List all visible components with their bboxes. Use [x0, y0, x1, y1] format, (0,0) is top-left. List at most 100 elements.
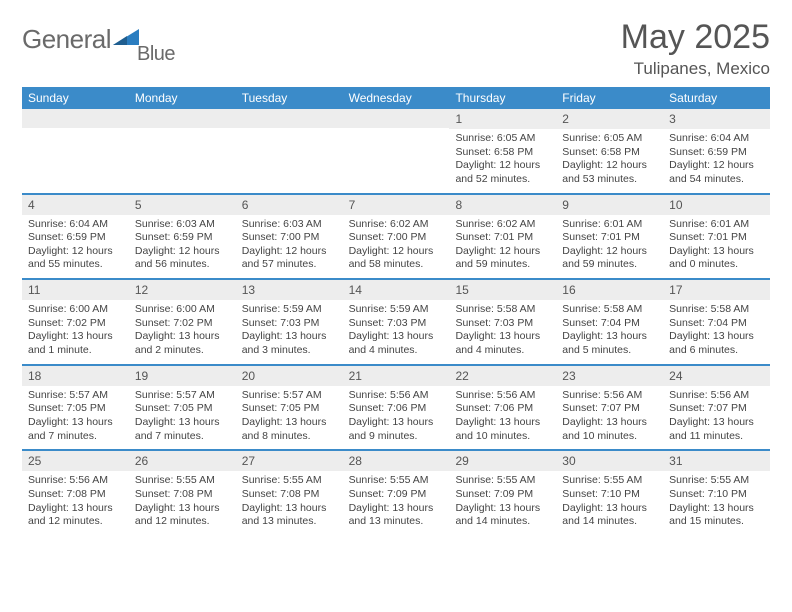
logo-text-1: General [22, 24, 111, 55]
sunset: Sunset: 7:00 PM [242, 231, 337, 245]
sunrise: Sunrise: 6:04 AM [669, 132, 764, 146]
daylight: Daylight: 13 hours and 11 minutes. [669, 416, 764, 443]
day-cell: 20Sunrise: 5:57 AMSunset: 7:05 PMDayligh… [236, 366, 343, 450]
day-number: 12 [129, 280, 236, 300]
daylight: Daylight: 13 hours and 6 minutes. [669, 330, 764, 357]
sunrise: Sunrise: 5:56 AM [562, 389, 657, 403]
daylight: Daylight: 12 hours and 55 minutes. [28, 245, 123, 272]
day-number [343, 109, 450, 128]
day-details: Sunrise: 5:57 AMSunset: 7:05 PMDaylight:… [236, 386, 343, 450]
sunrise: Sunrise: 5:55 AM [562, 474, 657, 488]
day-cell: 28Sunrise: 5:55 AMSunset: 7:09 PMDayligh… [343, 451, 450, 535]
sunset: Sunset: 6:58 PM [562, 146, 657, 160]
daylight: Daylight: 12 hours and 53 minutes. [562, 159, 657, 186]
day-cell: 17 Sunrise: 5:58 AMSunset: 7:04 PMDayligh… [663, 280, 770, 364]
sunset: Sunset: 7:06 PM [349, 402, 444, 416]
day-number [236, 109, 343, 128]
day-number: 28 [343, 451, 450, 471]
sunset: Sunset: 7:09 PM [455, 488, 550, 502]
daylight: Daylight: 13 hours and 15 minutes. [669, 502, 764, 529]
sunset: Sunset: 7:10 PM [669, 488, 764, 502]
daylight: Daylight: 13 hours and 3 minutes. [242, 330, 337, 357]
day-details: Sunrise: 5:59 AMSunset: 7:03 PMDaylight:… [343, 300, 450, 364]
daylight: Daylight: 13 hours and 10 minutes. [455, 416, 550, 443]
day-cell [343, 109, 450, 193]
sunset: Sunset: 7:01 PM [669, 231, 764, 245]
sunset: Sunset: 7:04 PM [669, 317, 764, 331]
title-block: May 2025 Tulipanes, Mexico [621, 18, 770, 79]
location: Tulipanes, Mexico [621, 59, 770, 79]
daylight: Daylight: 13 hours and 9 minutes. [349, 416, 444, 443]
sunrise: Sunrise: 5:55 AM [349, 474, 444, 488]
day-details: Sunrise: 5:59 AMSunset: 7:03 PMDaylight:… [236, 300, 343, 364]
sunrise: Sunrise: 6:05 AM [562, 132, 657, 146]
sunrise: Sunrise: 6:00 AM [135, 303, 230, 317]
day-cell: 14Sunrise: 5:59 AMSunset: 7:03 PMDayligh… [343, 280, 450, 364]
week-row: 25Sunrise: 5:56 AMSunset: 7:08 PMDayligh… [22, 449, 770, 535]
day-details: Sunrise: 5:56 AMSunset: 7:06 PMDaylight:… [343, 386, 450, 450]
day-number: 25 [22, 451, 129, 471]
weekday-header: Thursday [449, 87, 556, 109]
day-details: Sunrise: 6:04 AMSunset: 6:59 PMDaylight:… [663, 129, 770, 193]
day-cell: 15Sunrise: 5:58 AMSunset: 7:03 PMDayligh… [449, 280, 556, 364]
day-details [22, 128, 129, 186]
header: General Blue May 2025 Tulipanes, Mexico [22, 18, 770, 79]
day-cell: 29Sunrise: 5:55 AMSunset: 7:09 PMDayligh… [449, 451, 556, 535]
day-details: Sunrise: 6:03 AMSunset: 6:59 PMDaylight:… [129, 215, 236, 279]
day-number [22, 109, 129, 128]
day-cell: 11Sunrise: 6:00 AMSunset: 7:02 PMDayligh… [22, 280, 129, 364]
day-cell [129, 109, 236, 193]
day-cell: 10Sunrise: 6:01 AMSunset: 7:01 PMDayligh… [663, 195, 770, 279]
sunrise: Sunrise: 6:02 AM [349, 218, 444, 232]
day-cell: 3Sunrise: 6:04 AMSunset: 6:59 PMDaylight… [663, 109, 770, 193]
day-number: 17 [663, 280, 770, 300]
month-title: May 2025 [621, 18, 770, 57]
weekday-header-row: Sunday Monday Tuesday Wednesday Thursday… [22, 87, 770, 109]
day-number: 29 [449, 451, 556, 471]
sunset: Sunset: 6:58 PM [455, 146, 550, 160]
sunset: Sunset: 7:02 PM [135, 317, 230, 331]
day-number: 4 [22, 195, 129, 215]
day-number: 3 [663, 109, 770, 129]
sunset: Sunset: 7:03 PM [242, 317, 337, 331]
day-number: 5 [129, 195, 236, 215]
day-number: 2 [556, 109, 663, 129]
sunrise: Sunrise: 5:56 AM [669, 389, 764, 403]
day-cell [236, 109, 343, 193]
sunset: Sunset: 7:03 PM [455, 317, 550, 331]
day-details: Sunrise: 6:00 AMSunset: 7:02 PMDaylight:… [22, 300, 129, 364]
daylight: Daylight: 13 hours and 14 minutes. [562, 502, 657, 529]
day-number: 26 [129, 451, 236, 471]
sunrise: Sunrise: 6:03 AM [135, 218, 230, 232]
day-details [236, 128, 343, 186]
daylight: Daylight: 12 hours and 58 minutes. [349, 245, 444, 272]
sunset: Sunset: 7:05 PM [242, 402, 337, 416]
sunrise: Sunrise: 5:57 AM [28, 389, 123, 403]
day-details: Sunrise: 5:55 AMSunset: 7:09 PMDaylight:… [449, 471, 556, 535]
day-number: 18 [22, 366, 129, 386]
sunrise: Sunrise: 5:55 AM [242, 474, 337, 488]
sunrise: Sunrise: 5:59 AM [349, 303, 444, 317]
logo-triangle-icon [113, 27, 139, 52]
day-cell: 30Sunrise: 5:55 AMSunset: 7:10 PMDayligh… [556, 451, 663, 535]
day-cell: 16Sunrise: 5:58 AMSunset: 7:04 PMDayligh… [556, 280, 663, 364]
sunrise: Sunrise: 6:01 AM [562, 218, 657, 232]
day-number: 22 [449, 366, 556, 386]
weekday-header: Friday [556, 87, 663, 109]
day-details [343, 128, 450, 186]
day-number [129, 109, 236, 128]
day-details: Sunrise: 6:05 AMSunset: 6:58 PMDaylight:… [449, 129, 556, 193]
week-row: 18Sunrise: 5:57 AMSunset: 7:05 PMDayligh… [22, 364, 770, 450]
day-number: 31 [663, 451, 770, 471]
daylight: Daylight: 13 hours and 14 minutes. [455, 502, 550, 529]
sunset: Sunset: 7:02 PM [28, 317, 123, 331]
day-number: 11 [22, 280, 129, 300]
day-cell: 12Sunrise: 6:00 AMSunset: 7:02 PMDayligh… [129, 280, 236, 364]
day-details: Sunrise: 6:03 AMSunset: 7:00 PMDaylight:… [236, 215, 343, 279]
day-number: 21 [343, 366, 450, 386]
day-cell: 22Sunrise: 5:56 AMSunset: 7:06 PMDayligh… [449, 366, 556, 450]
sunrise: Sunrise: 5:56 AM [28, 474, 123, 488]
weekday-header: Monday [129, 87, 236, 109]
sunrise: Sunrise: 5:58 AM [669, 303, 764, 317]
calendar: Sunday Monday Tuesday Wednesday Thursday… [22, 87, 770, 535]
